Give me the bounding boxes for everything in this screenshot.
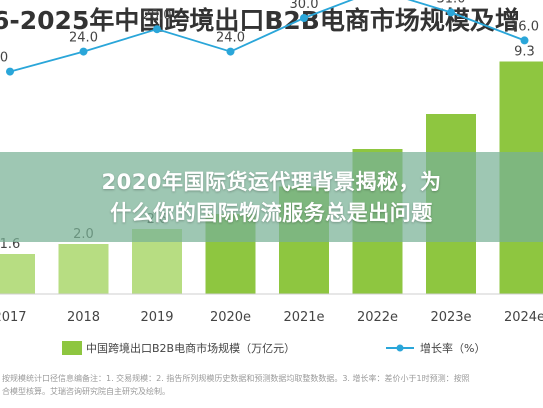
growth-line-layer: 024.028.024.030.035.031.026.0	[0, 0, 539, 76]
x-tick-2020e: 2020e	[210, 310, 251, 325]
bar-2017	[0, 254, 35, 294]
x-tick-2022e: 2022e	[357, 310, 398, 325]
x-tick-2024e: 2024e	[504, 310, 543, 325]
growth-rate-line	[9, 0, 525, 73]
growth-label-2018: 24.0	[69, 31, 98, 46]
source-note: 按规模统计口径信息编备注：1. 交易规模：2. 指告所列规模历史数据和预测数据均…	[2, 372, 543, 398]
growth-point-2018	[79, 47, 88, 56]
x-tick-2018: 2018	[67, 310, 100, 325]
title-overlay-banner	[0, 152, 543, 242]
chart-title: 6-2025年中国跨境出口B2B电商市场规模及增	[0, 6, 520, 35]
source-note-line-2: 合模型核算。艾瑞咨询研究院自主研究及绘制。	[2, 387, 170, 396]
legend-bar-label: 中国跨境出口B2B电商市场规模（万亿元）	[86, 341, 295, 355]
legend: 中国跨境出口B2B电商市场规模（万亿元） 增长率（%）	[62, 341, 485, 355]
bar-2018	[58, 244, 109, 294]
bar-value-label-2024e: 9.3	[514, 45, 535, 60]
growth-point-2019	[153, 25, 161, 34]
legend-line-label: 增长率（%）	[420, 341, 485, 355]
overlay-headline-line-1: 2020年国际货运代理背景揭秘，为	[101, 170, 442, 194]
overlay-headline: 2020年国际货运代理背景揭秘，为 什么你的国际物流服务总是出问题	[0, 167, 543, 229]
growth-point-2024e	[520, 36, 529, 45]
growth-label-2024e: 26.0	[510, 19, 539, 34]
x-tick-2021e: 2021e	[283, 310, 324, 325]
growth-label-2021e: 30.0	[290, 0, 319, 12]
x-tick-2023e: 2023e	[430, 310, 471, 325]
x-tick-2017: 2017	[0, 310, 27, 325]
legend-bar-swatch	[62, 341, 82, 355]
source-note-line-1: 按规模统计口径信息编备注：1. 交易规模：2. 指告所列规模历史数据和预测数据均…	[2, 374, 470, 383]
growth-point-2023e	[447, 8, 455, 17]
growth-point-2021e	[300, 14, 308, 22]
growth-label-2023e: 31.0	[437, 0, 466, 6]
growth-leading-label: 0	[0, 51, 8, 66]
growth-label-2019: 28.0	[143, 8, 172, 23]
x-tick-labels: 2017 2018 2019 2020e 2021e 2022e 2023e 2024e	[0, 310, 543, 325]
growth-label-2020e: 24.0	[216, 31, 245, 46]
legend-line-marker	[396, 344, 404, 352]
growth-point-2017	[6, 67, 14, 76]
growth-point-2020e	[226, 47, 235, 56]
x-tick-2019: 2019	[140, 310, 173, 325]
overlay-headline-line-2: 什么你的国际物流服务总是出问题	[110, 201, 433, 225]
